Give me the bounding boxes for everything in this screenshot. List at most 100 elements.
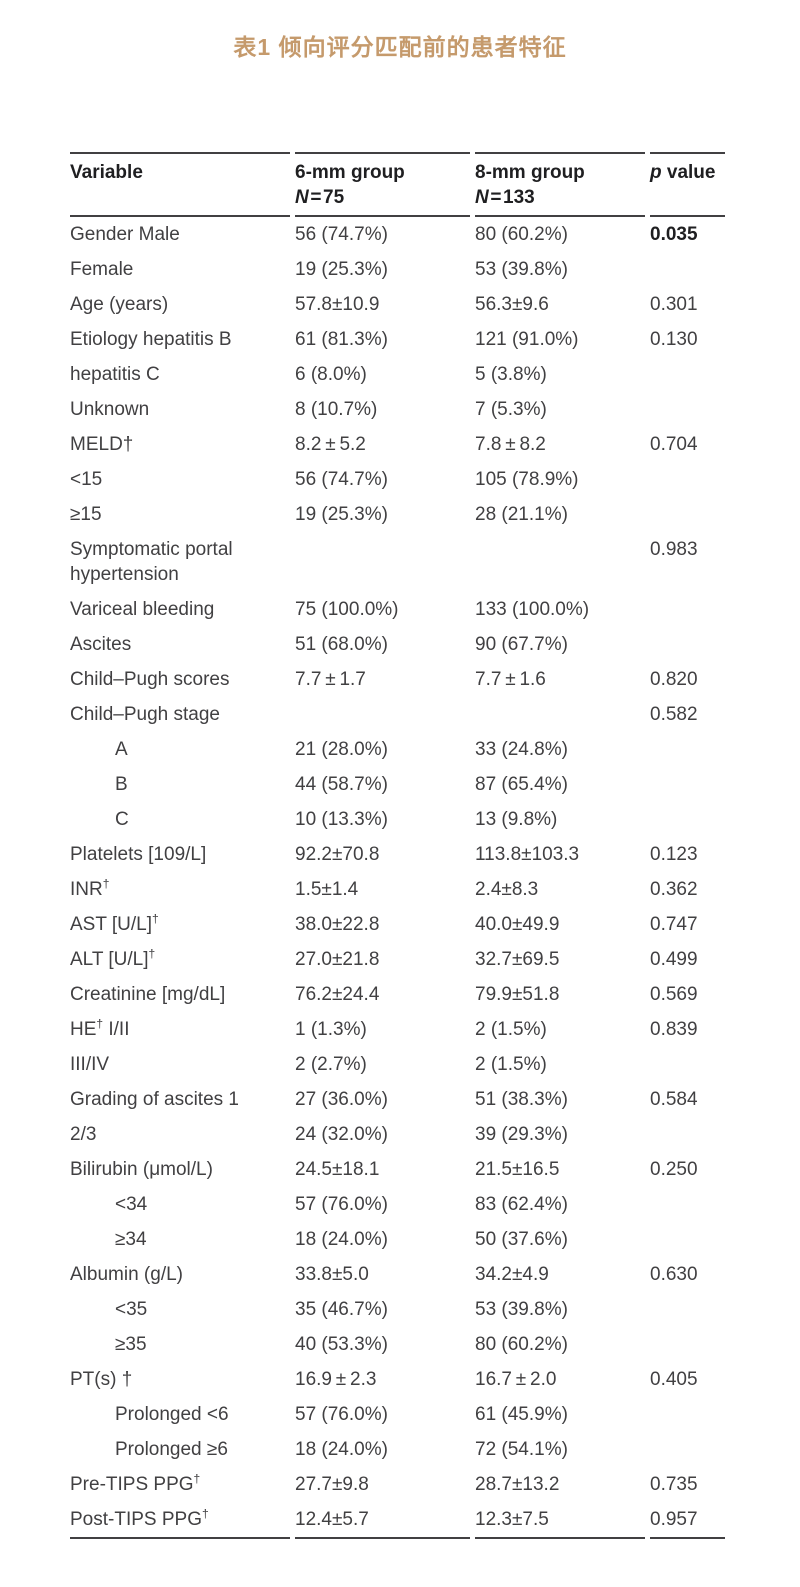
table-row: Bilirubin (μmol/L) 24.5±18.1 21.5±16.5 0.25… [70,1152,725,1187]
table-row: Etiology hepatitis B 61 (81.3%) 121 (91.0%… [70,322,725,357]
p-italic: p [650,162,662,183]
cell-pvalue: 0.123 [650,844,698,865]
table-body: Gender Male 56 (74.7%) 80 (60.2%) 0.035 Fema… [70,217,725,1539]
cell-6mm-value: 57 (76.0%) [295,1194,388,1215]
cell-6mm-value: 2 (2.7%) [295,1054,367,1075]
cell-variable: Pre-TIPS PPG† [70,1471,201,1495]
cell-pvalue: 0.499 [650,949,698,970]
cell-8mm-value: 39 (29.3%) [475,1124,568,1145]
cell-8mm-value: 121 (91.0%) [475,329,579,350]
cell-8mm-value [475,532,645,592]
cell-pvalue [650,462,725,497]
cell-6mm-value: 56 (74.7%) [295,469,388,490]
cell-8mm-value: 83 (62.4%) [475,1194,568,1215]
cell-8mm-value: 133 (100.0%) [475,599,590,620]
cell-6mm-value: 1.5±1.4 [295,879,359,900]
cell-pvalue: 0.301 [650,294,698,315]
cell-6mm-value: 56 (74.7%) [295,224,388,245]
cell-8mm-value: 12.3±7.5 [475,1502,645,1539]
cell-variable: Unknown [70,399,150,420]
cell-pvalue: 0.704 [650,434,698,455]
cell-6mm-value: 57.8±10.9 [295,294,380,315]
table-row: C 10 (13.3%) 13 (9.8%) [70,802,725,837]
cell-variable: PT(s) † [70,1369,133,1390]
cell-variable: Prolonged ≥6 [115,1439,228,1460]
cell-variable: MELD† [70,434,134,455]
table-row: MELD† 8.2 ± 5.2 7.8 ± 8.2 0.704 [70,427,725,462]
cell-variable: Albumin (g/L) [70,1264,183,1285]
cell-6mm-value: 38.0±22.8 [295,914,380,935]
cell-6mm-value: 19 (25.3%) [295,259,388,280]
cell-6mm-value: 6 (8.0%) [295,364,367,385]
cell-pvalue [650,1432,725,1467]
table-row: INR† 1.5±1.4 2.4±8.3 0.362 [70,872,725,907]
table-row: B 44 (58.7%) 87 (65.4%) [70,767,725,802]
cell-variable: A [115,739,128,760]
cell-pvalue: 0.362 [650,879,698,900]
cell-8mm-value: 5 (3.8%) [475,364,547,385]
cell-pvalue [650,1292,725,1327]
table-header: Variable 6-mm group N = 75 8-mm group N … [70,152,725,217]
table-row: A 21 (28.0%) 33 (24.8%) [70,732,725,767]
cell-8mm-value: 87 (65.4%) [475,774,568,795]
table-row: ≥15 19 (25.3%) 28 (21.1%) [70,497,725,532]
cell-pvalue: 0.839 [650,1019,698,1040]
cell-variable: Prolonged <6 [115,1404,229,1425]
cell-pvalue: 0.130 [650,329,698,350]
cell-8mm-value: 34.2±4.9 [475,1264,549,1285]
cell-8mm-value: 80 (60.2%) [475,224,568,245]
dagger-superscript: † [102,876,110,891]
col-header-6mm-n: N = 75 [295,185,470,210]
cell-6mm-value: 27 (36.0%) [295,1089,388,1110]
cell-8mm-value: 90 (67.7%) [475,634,568,655]
cell-variable: ≥34 [115,1229,147,1250]
n-italic: N [295,187,309,208]
cell-6mm-value: 27.0±21.8 [295,949,380,970]
table-row: Variceal bleeding 75 (100.0%) 133 (100.0%) [70,592,725,627]
cell-8mm-value: 72 (54.1%) [475,1439,568,1460]
dagger-superscript: † [96,1016,104,1031]
table-row: Symptomatic portal hypertension 0.983 [70,532,725,592]
table-row: 2/3 24 (32.0%) 39 (29.3%) [70,1117,725,1152]
cell-6mm-value [295,532,470,592]
table-row: Platelets [109/L] 92.2±70.8 113.8±103.3 0.1… [70,837,725,872]
cell-8mm-value: 33 (24.8%) [475,739,568,760]
cell-variable: Bilirubin (μmol/L) [70,1159,213,1180]
col-header-6mm-group: 6-mm group N = 75 [295,152,470,217]
table-row: Grading of ascites 1 27 (36.0%) 51 (38.3%)… [70,1082,725,1117]
cell-variable: 2/3 [70,1124,97,1145]
cell-pvalue [650,1222,725,1257]
cell-6mm-value: 12.4±5.7 [295,1502,470,1539]
cell-variable: Platelets [109/L] [70,844,207,865]
cell-6mm-value: 16.9 ± 2.3 [295,1369,377,1390]
cell-pvalue: 0.569 [650,984,698,1005]
cell-6mm-value: 24 (32.0%) [295,1124,388,1145]
cell-8mm-value: 56.3±9.6 [475,294,549,315]
cell-6mm-value [295,697,470,732]
table-row: Child–Pugh stage 0.582 [70,697,725,732]
cell-8mm-value [475,697,645,732]
table-row: ≥35 40 (53.3%) 80 (60.2%) [70,1327,725,1362]
cell-variable: B [115,774,128,795]
cell-variable: Female [70,259,134,280]
cell-6mm-value: 21 (28.0%) [295,739,388,760]
cell-8mm-value: 53 (39.8%) [475,259,568,280]
cell-pvalue: 0.250 [650,1159,698,1180]
patient-characteristics-table: Variable 6-mm group N = 75 8-mm group N … [65,152,730,1539]
table-row: Female 19 (25.3%) 53 (39.8%) [70,252,725,287]
p-rest: value [661,162,716,183]
cell-pvalue [650,1117,725,1152]
cell-8mm-value: 113.8±103.3 [475,844,580,865]
cell-6mm-value: 19 (25.3%) [295,504,388,525]
cell-8mm-value: 16.7 ± 2.0 [475,1369,557,1390]
cell-pvalue [650,592,725,627]
cell-pvalue: 0.035 [650,224,698,245]
col-header-variable-label: Variable [70,162,143,183]
cell-6mm-value: 18 (24.0%) [295,1439,388,1460]
cell-variable: Gender Male [70,224,180,245]
table-row: Gender Male 56 (74.7%) 80 (60.2%) 0.035 [70,217,725,252]
col-header-8mm-group: 8-mm group N = 133 [475,152,645,217]
table-row: <34 57 (76.0%) 83 (62.4%) [70,1187,725,1222]
n-value: = 133 [488,187,535,208]
cell-pvalue [650,1397,725,1432]
